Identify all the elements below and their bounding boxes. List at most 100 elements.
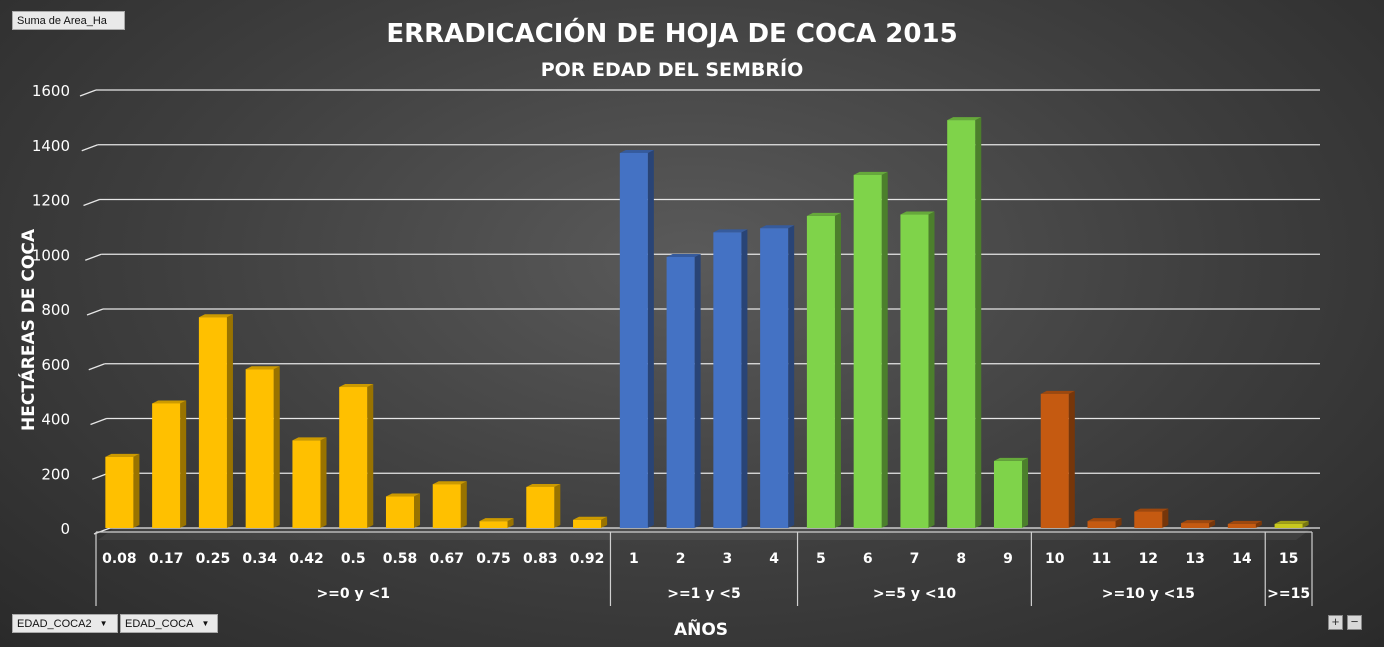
bar-group [385, 493, 421, 528]
bar-side [507, 518, 514, 528]
bar-top [245, 366, 280, 370]
bar-top [292, 437, 327, 441]
bar-top [1087, 518, 1122, 522]
x-tick-label: 13 [1185, 551, 1204, 567]
bar-group [619, 149, 654, 528]
bar-side [1209, 520, 1216, 528]
dropdown-arrow-icon: ▼ [201, 619, 210, 629]
y-tick-label: 200 [41, 465, 70, 483]
group-label: >=10 y <15 [1102, 586, 1195, 602]
bar [853, 174, 882, 529]
axis-field-label: EDAD_COCA [125, 618, 194, 630]
bar-top [853, 171, 888, 175]
x-tick-label: 0.34 [242, 551, 277, 567]
bar [993, 460, 1023, 528]
y-tick-label: 1600 [32, 82, 70, 100]
x-tick-label: 0.75 [476, 551, 511, 567]
bar [526, 486, 555, 528]
bar-group [432, 481, 467, 528]
y-tick-label: 600 [41, 356, 70, 374]
bar-group [806, 212, 841, 529]
bar [479, 521, 508, 528]
gridline-depth [85, 253, 102, 261]
bar-side [273, 366, 280, 528]
bar [619, 152, 648, 528]
bar-group [1040, 390, 1075, 528]
x-tick-label: 8 [956, 551, 966, 567]
bar-top [1274, 520, 1309, 524]
expand-field-button[interactable]: + [1328, 615, 1343, 630]
gridline-depth [93, 527, 111, 535]
bar-top [619, 149, 654, 153]
bar-group [152, 400, 187, 528]
collapse-field-button[interactable]: − [1347, 615, 1362, 630]
bar [292, 440, 321, 528]
filter-field-button[interactable]: Suma de Area_Ha [12, 11, 125, 30]
bar-top [947, 117, 982, 121]
group-label: >=0 y <1 [316, 586, 390, 602]
bar-group [993, 457, 1029, 528]
chart-title: ERRADICACIÓN DE HOJA DE COCA 2015 [386, 17, 957, 49]
bar [1227, 523, 1256, 528]
bar-top [1227, 520, 1262, 524]
bar-group [1227, 520, 1262, 528]
bar-group [339, 384, 374, 528]
filter-field-label: Suma de Area_Ha [17, 15, 107, 27]
bar-side [975, 117, 982, 529]
gridline-depth [88, 363, 105, 371]
bar-top [806, 212, 841, 216]
bar [1181, 523, 1210, 528]
y-tick-label: 1000 [32, 246, 70, 264]
axis-field-label: EDAD_COCA2 [17, 618, 92, 630]
bar-group [479, 518, 514, 528]
group-label: >=15 [1267, 586, 1310, 602]
x-tick-label: 2 [676, 551, 686, 567]
x-axis-title: AÑOS [674, 617, 728, 640]
bar-side [1115, 518, 1122, 528]
bar-side [928, 211, 935, 528]
bar-top [1181, 520, 1216, 524]
axis-field-button-edad-coca[interactable]: EDAD_COCA ▼ [120, 614, 218, 633]
bar-side [881, 171, 888, 529]
bar-group [1087, 518, 1122, 528]
bar [573, 519, 602, 528]
x-tick-label: 14 [1232, 551, 1252, 567]
bar [432, 484, 461, 528]
bar-side [694, 253, 701, 529]
bar [806, 215, 835, 529]
gridline-depth [79, 89, 97, 97]
y-tick-label: 1200 [32, 192, 70, 210]
y-axis-title: HECTÁREAS DE COCA [17, 228, 39, 431]
x-tick-label: 4 [769, 551, 779, 567]
x-tick-label: 1 [629, 551, 639, 567]
bar-top [666, 253, 701, 257]
bar-top [760, 225, 795, 229]
bar-side [1255, 520, 1262, 528]
bar [105, 456, 134, 528]
group-label: >=5 y <10 [873, 586, 957, 602]
x-tick-label: 0.42 [289, 551, 324, 567]
bar-top [385, 493, 421, 497]
axis-field-button-edad-coca2[interactable]: EDAD_COCA2 ▼ [12, 614, 118, 633]
bar-side [1068, 390, 1075, 528]
gridline-depth [90, 417, 107, 426]
x-tick-label: 10 [1045, 551, 1065, 567]
x-tick-label: 0.25 [196, 551, 231, 567]
x-tick-label: 0.08 [102, 551, 137, 567]
bar-group [573, 516, 608, 528]
x-tick-label: 0.17 [149, 551, 184, 567]
y-tick-label: 0 [60, 520, 70, 538]
bar-group [105, 453, 140, 528]
bar-group [853, 171, 888, 529]
bar-side [460, 481, 467, 528]
group-label: >=1 y <5 [667, 586, 741, 602]
bar-top [713, 229, 748, 233]
bar-side [133, 453, 140, 528]
bar-top [152, 400, 187, 404]
bar-side [1162, 508, 1169, 528]
bar-top [900, 211, 935, 215]
bar-side [647, 149, 654, 528]
x-tick-label: 0.67 [429, 551, 464, 567]
bar-side [1022, 457, 1029, 528]
